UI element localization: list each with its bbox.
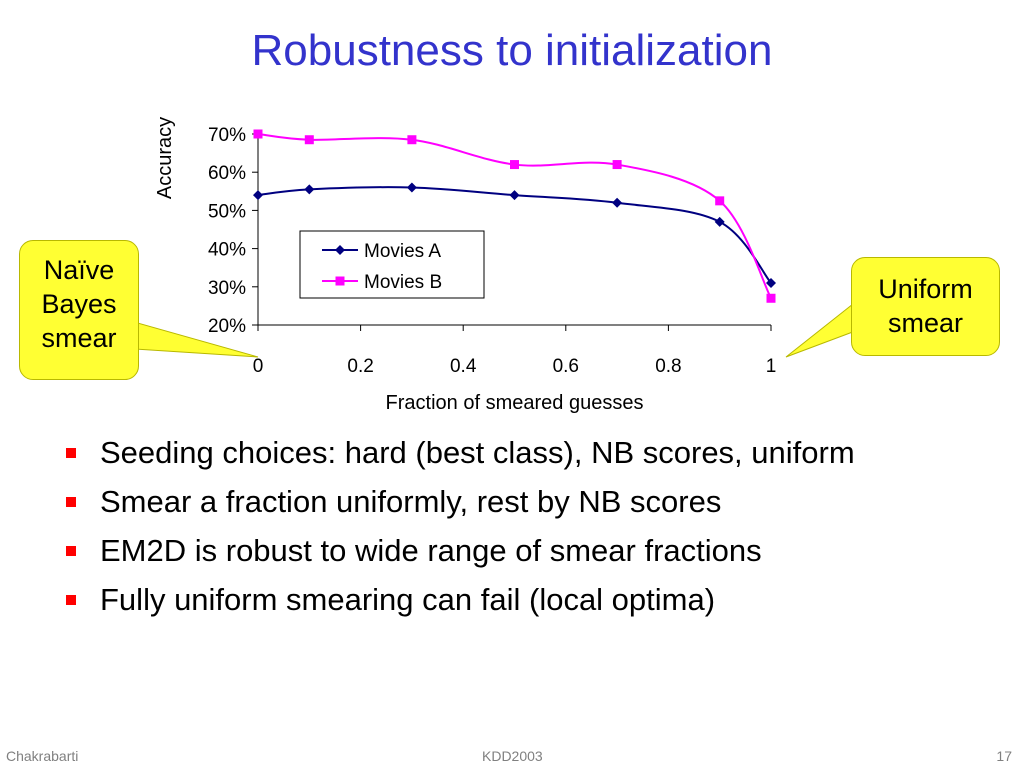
callout-uniform-smear: Uniform smear bbox=[851, 257, 1000, 356]
bullet-item: Fully uniform smearing can fail (local o… bbox=[62, 581, 982, 619]
bullet-text: EM2D is robust to wide range of smear fr… bbox=[100, 533, 762, 568]
bullet-text: Fully uniform smearing can fail (local o… bbox=[100, 582, 716, 617]
x-axis-title: Fraction of smeared guesses bbox=[386, 392, 644, 414]
x-tick-label: 0.2 bbox=[347, 356, 373, 377]
data-point-movies-a bbox=[509, 190, 520, 201]
bullet-square-icon bbox=[66, 497, 76, 507]
data-point-movies-b bbox=[510, 160, 519, 170]
bullet-item: Smear a fraction uniformly, rest by NB s… bbox=[62, 483, 982, 521]
callout-right-pointer bbox=[785, 298, 859, 358]
bullet-item: EM2D is robust to wide range of smear fr… bbox=[62, 532, 982, 570]
x-tick-label: 0 bbox=[253, 356, 264, 377]
bullet-item: Seeding choices: hard (best class), NB s… bbox=[62, 434, 982, 472]
footer-conference: KDD2003 bbox=[482, 748, 543, 764]
data-point-movies-a bbox=[304, 184, 315, 195]
data-point-movies-a bbox=[406, 182, 417, 193]
bullet-square-icon bbox=[66, 448, 76, 458]
legend-box bbox=[299, 230, 485, 299]
footer-page-number: 17 bbox=[996, 748, 1012, 764]
callout-right-text: Uniform smear bbox=[878, 274, 973, 338]
x-tick-label: 1 bbox=[766, 356, 777, 377]
y-tick-label: 30% bbox=[208, 278, 246, 299]
x-tick-label: 0.8 bbox=[655, 356, 681, 377]
data-point-movies-a bbox=[714, 216, 725, 227]
data-point-movies-b bbox=[766, 293, 776, 303]
y-tick-label: 20% bbox=[208, 316, 246, 337]
footer-author: Chakrabarti bbox=[6, 748, 79, 764]
bullet-list: Seeding choices: hard (best class), NB s… bbox=[62, 434, 982, 630]
slide-title: Robustness to initialization bbox=[251, 26, 773, 75]
x-tick-label: 0.6 bbox=[553, 356, 579, 377]
callout-naive-bayes-smear: Naïve Bayes smear bbox=[19, 240, 139, 380]
callout-left-text: Naïve Bayes smear bbox=[41, 255, 117, 353]
bullet-text: Seeding choices: hard (best class), NB s… bbox=[100, 435, 855, 470]
legend-marker bbox=[335, 245, 345, 255]
data-point-movies-b bbox=[407, 135, 417, 145]
data-point-movies-a bbox=[253, 190, 263, 201]
data-point-movies-b bbox=[715, 196, 725, 206]
bullet-square-icon bbox=[66, 595, 76, 605]
data-point-movies-b bbox=[612, 160, 622, 170]
y-tick-label: 60% bbox=[208, 163, 246, 184]
y-tick-label: 40% bbox=[208, 240, 246, 261]
y-axis-title: Accuracy bbox=[154, 117, 176, 199]
bullet-text: Smear a fraction uniformly, rest by NB s… bbox=[100, 484, 722, 519]
data-point-movies-b bbox=[304, 135, 314, 145]
bullet-square-icon bbox=[66, 546, 76, 556]
data-point-movies-a bbox=[612, 197, 623, 208]
data-point-movies-a bbox=[766, 277, 776, 288]
y-tick-label: 70% bbox=[208, 125, 246, 146]
legend-label: Movies A bbox=[364, 241, 441, 262]
data-point-movies-b bbox=[253, 129, 263, 139]
legend-label: Movies B bbox=[364, 272, 442, 293]
y-tick-label: 50% bbox=[208, 201, 246, 222]
legend-marker bbox=[335, 276, 345, 286]
x-tick-label: 0.4 bbox=[450, 356, 477, 377]
